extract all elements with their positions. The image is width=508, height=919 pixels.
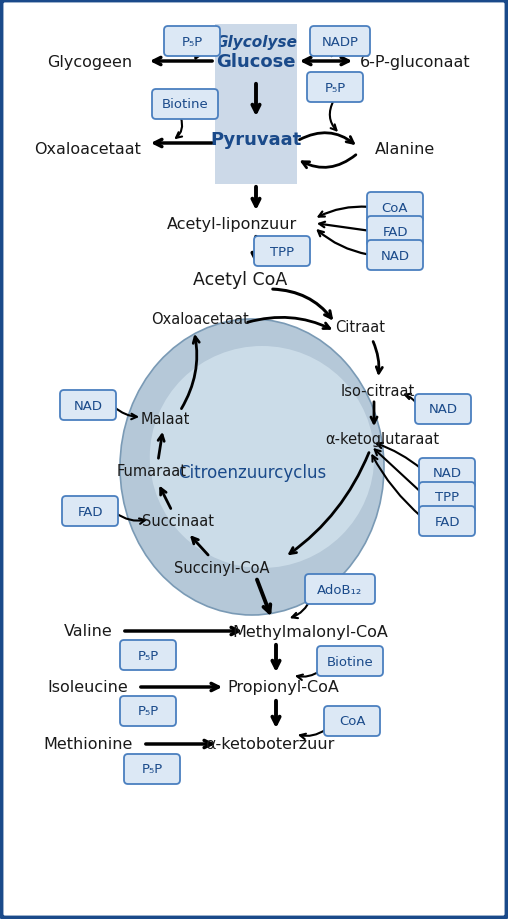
- Text: NAD: NAD: [432, 467, 461, 480]
- FancyBboxPatch shape: [419, 482, 475, 513]
- FancyBboxPatch shape: [419, 506, 475, 537]
- Text: Malaat: Malaat: [140, 412, 189, 427]
- Text: P₅P: P₅P: [137, 649, 158, 662]
- FancyBboxPatch shape: [62, 496, 118, 527]
- Text: NADP: NADP: [322, 36, 359, 49]
- Text: Iso-citraat: Iso-citraat: [341, 384, 415, 399]
- Ellipse shape: [120, 320, 384, 616]
- Text: Fumaraat: Fumaraat: [117, 464, 187, 479]
- Text: Biotine: Biotine: [327, 654, 373, 668]
- FancyBboxPatch shape: [317, 646, 383, 676]
- Text: Glucose: Glucose: [216, 53, 296, 71]
- Text: 6-P-gluconaat: 6-P-gluconaat: [360, 54, 470, 70]
- Text: Acetyl CoA: Acetyl CoA: [193, 271, 287, 289]
- FancyBboxPatch shape: [60, 391, 116, 421]
- Text: Isoleucine: Isoleucine: [48, 680, 129, 695]
- Text: Glycolyse: Glycolyse: [215, 34, 297, 50]
- Text: Valine: Valine: [64, 624, 112, 639]
- Text: TPP: TPP: [270, 245, 294, 258]
- FancyBboxPatch shape: [124, 754, 180, 784]
- Text: Pyruvaat: Pyruvaat: [210, 130, 302, 149]
- Text: P₅P: P₅P: [141, 763, 163, 776]
- FancyBboxPatch shape: [415, 394, 471, 425]
- FancyBboxPatch shape: [367, 241, 423, 271]
- FancyBboxPatch shape: [120, 641, 176, 670]
- Text: Biotine: Biotine: [162, 98, 208, 111]
- FancyBboxPatch shape: [215, 25, 297, 185]
- FancyBboxPatch shape: [419, 459, 475, 489]
- Ellipse shape: [150, 346, 374, 568]
- Text: FAD: FAD: [77, 505, 103, 518]
- Text: Citraat: Citraat: [335, 320, 385, 335]
- Text: NAD: NAD: [380, 249, 409, 262]
- Text: Citroenzuurcyclus: Citroenzuurcyclus: [178, 463, 326, 482]
- Text: Succinyl-CoA: Succinyl-CoA: [174, 560, 270, 575]
- Text: Oxaloacetaat: Oxaloacetaat: [151, 312, 249, 327]
- Text: Alanine: Alanine: [375, 142, 435, 157]
- Text: CoA: CoA: [339, 715, 365, 728]
- FancyBboxPatch shape: [152, 90, 218, 119]
- Text: Propionyl-CoA: Propionyl-CoA: [227, 680, 339, 695]
- Text: Acetyl-liponzuur: Acetyl-liponzuur: [167, 216, 297, 232]
- Text: P₅P: P₅P: [137, 705, 158, 718]
- FancyBboxPatch shape: [164, 27, 220, 57]
- FancyBboxPatch shape: [305, 574, 375, 605]
- Text: TPP: TPP: [435, 491, 459, 504]
- Text: Glycogeen: Glycogeen: [47, 54, 133, 70]
- FancyBboxPatch shape: [307, 73, 363, 103]
- FancyBboxPatch shape: [310, 27, 370, 57]
- Text: NAD: NAD: [74, 399, 103, 412]
- Text: Methylmalonyl-CoA: Methylmalonyl-CoA: [232, 624, 388, 639]
- Text: NAD: NAD: [429, 403, 458, 416]
- Text: AdoB₁₂: AdoB₁₂: [318, 583, 363, 596]
- Text: FAD: FAD: [434, 515, 460, 528]
- FancyBboxPatch shape: [367, 217, 423, 246]
- FancyBboxPatch shape: [254, 237, 310, 267]
- Text: P₅P: P₅P: [181, 36, 203, 49]
- FancyBboxPatch shape: [367, 193, 423, 222]
- Text: CoA: CoA: [382, 201, 408, 214]
- FancyBboxPatch shape: [120, 697, 176, 726]
- Text: P₅P: P₅P: [325, 82, 345, 95]
- Text: α-ketoboterzuur: α-ketoboterzuur: [205, 737, 335, 752]
- Text: Oxaloacetaat: Oxaloacetaat: [35, 142, 141, 157]
- Text: Succinaat: Succinaat: [142, 514, 214, 529]
- FancyBboxPatch shape: [324, 706, 380, 736]
- Text: FAD: FAD: [382, 225, 408, 238]
- Text: Methionine: Methionine: [43, 737, 133, 752]
- Text: α-ketoglutaraat: α-ketoglutaraat: [325, 432, 439, 447]
